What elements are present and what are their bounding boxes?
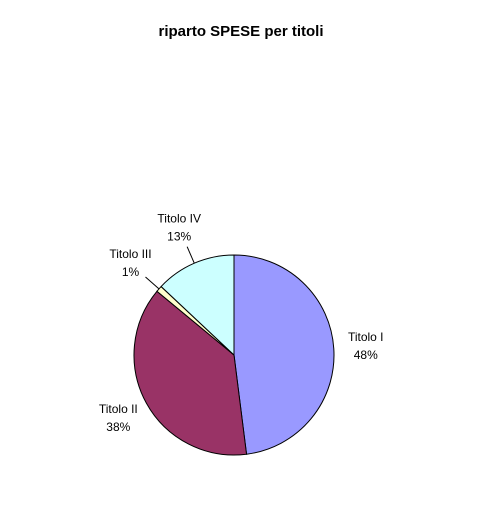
slice-value-label: 48%	[354, 348, 378, 362]
leader-line	[186, 246, 195, 264]
slice-label: Titolo I	[348, 330, 384, 344]
slice-value-label: 38%	[106, 420, 130, 434]
slice-label: Titolo II	[99, 402, 138, 416]
pie-slice	[133, 290, 248, 456]
chart-title: riparto SPESE per titoli	[158, 23, 323, 40]
slice-value-label: 13%	[167, 230, 191, 244]
leader-line	[145, 276, 160, 290]
pie-slice	[233, 254, 335, 455]
slice-value-label: 1%	[122, 265, 140, 279]
slice-label: Titolo III	[109, 247, 151, 261]
slice-label: Titolo IV	[157, 212, 201, 226]
